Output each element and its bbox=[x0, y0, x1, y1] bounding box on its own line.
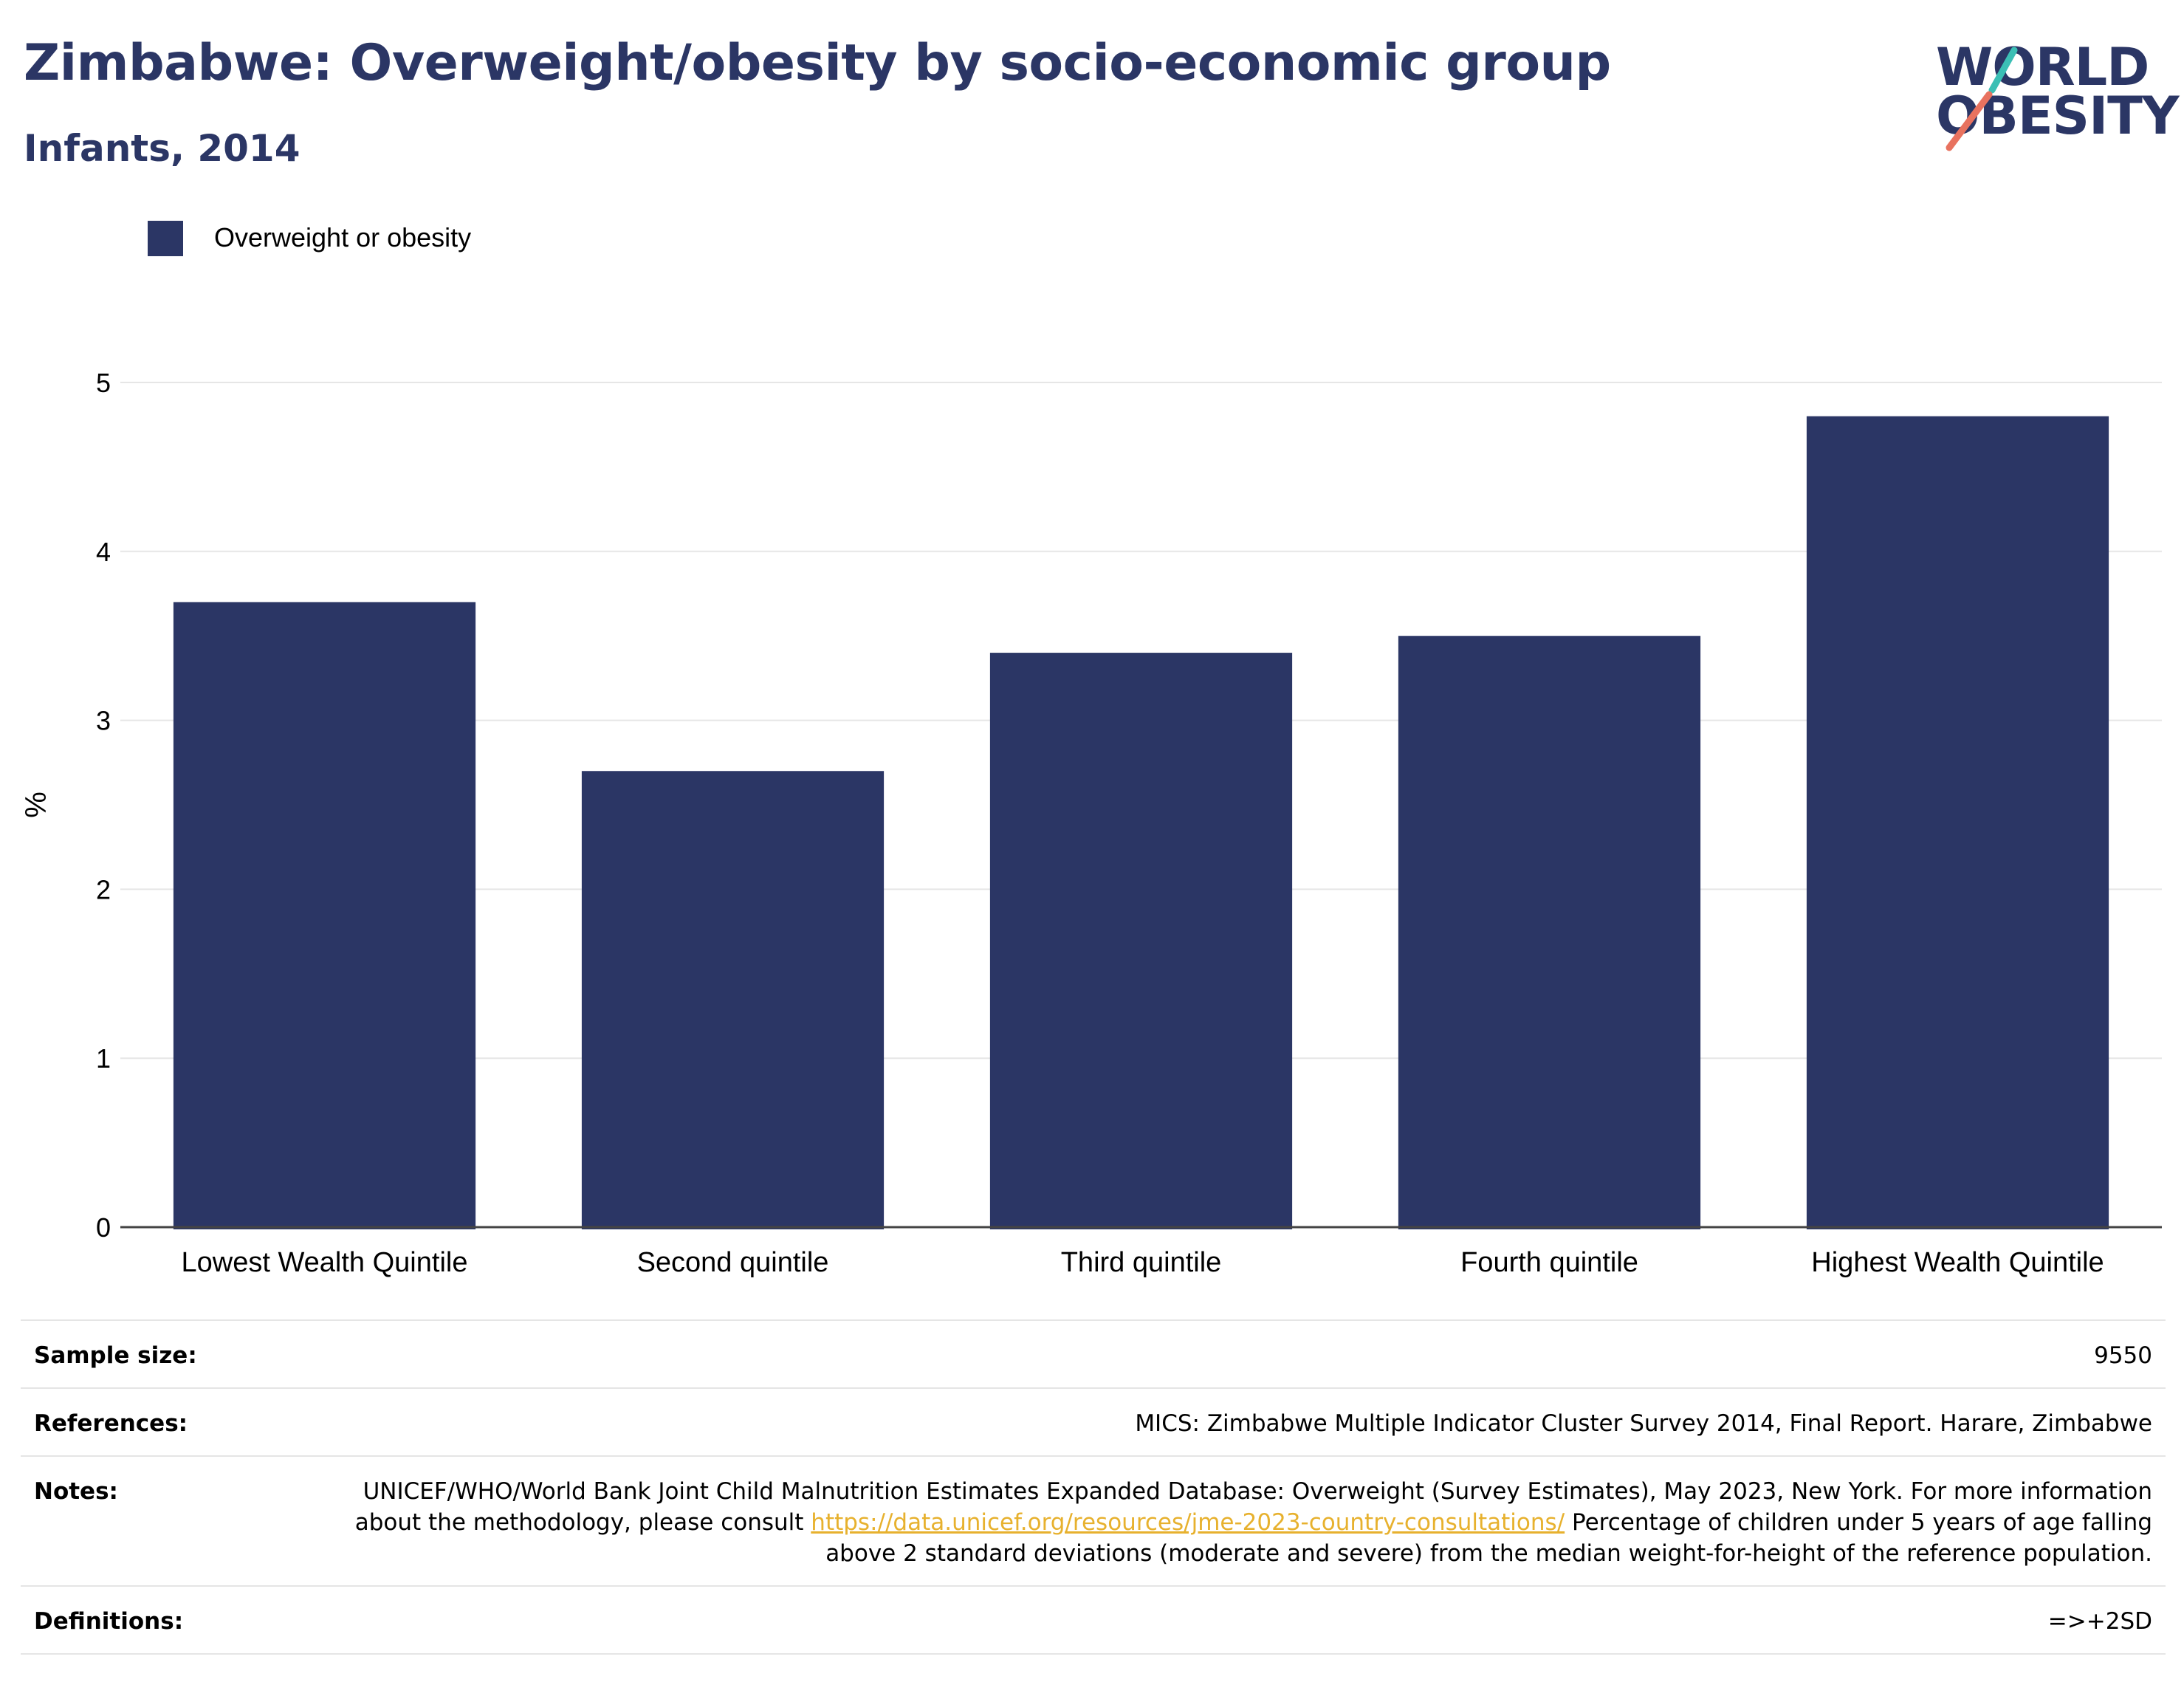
x-tick-label: Lowest Wealth Quintile bbox=[182, 1247, 468, 1278]
y-tick-label: 5 bbox=[96, 368, 111, 398]
info-row-notes: Notes: UNICEF/WHO/World Bank Joint Child… bbox=[21, 1455, 2166, 1585]
definitions-value: =>+2SD bbox=[2047, 1608, 2152, 1635]
y-tick-label: 2 bbox=[96, 874, 111, 904]
y-tick-label: 0 bbox=[96, 1212, 111, 1243]
bar bbox=[1398, 636, 1701, 1229]
bar bbox=[173, 602, 476, 1229]
info-row-sample-size: Sample size: 9550 bbox=[21, 1319, 2166, 1387]
legend-label: Overweight or obesity bbox=[214, 222, 472, 253]
x-tick-label: Second quintile bbox=[637, 1247, 829, 1278]
references-label: References: bbox=[34, 1410, 188, 1437]
bar bbox=[989, 653, 1293, 1229]
chart-title: Zimbabwe: Overweight/obesity by socio-ec… bbox=[24, 34, 1611, 92]
world-obesity-logo: WORLD OBESITY bbox=[1927, 22, 2180, 155]
references-value: MICS: Zimbabwe Multiple Indicator Cluste… bbox=[1135, 1410, 2152, 1437]
logo-slash-icon bbox=[1946, 47, 2018, 151]
legend-swatch bbox=[148, 221, 183, 256]
chart-subtitle: Infants, 2014 bbox=[24, 127, 301, 170]
info-table: Sample size: 9550 References: MICS: Zimb… bbox=[21, 1319, 2166, 1655]
x-tick-label: Highest Wealth Quintile bbox=[1811, 1247, 2104, 1278]
logo-line-1: WORLD bbox=[1936, 37, 2149, 97]
info-row-references: References: MICS: Zimbabwe Multiple Indi… bbox=[21, 1387, 2166, 1455]
y-axis-label: % bbox=[20, 792, 52, 818]
bar bbox=[581, 771, 885, 1229]
definitions-label: Definitions: bbox=[34, 1608, 184, 1635]
notes-methodology-link[interactable]: https://data.unicef.org/resources/jme-20… bbox=[811, 1509, 1565, 1536]
notes-label: Notes: bbox=[34, 1478, 118, 1505]
y-tick-label: 4 bbox=[96, 537, 111, 567]
notes-text-before: UNICEF/WHO/World Bank Joint Child Malnut… bbox=[354, 1478, 2152, 1536]
x-tick-label: Third quintile bbox=[1061, 1247, 1222, 1278]
sample-size-value: 9550 bbox=[2094, 1342, 2152, 1369]
bar-chart: 0 1 2 3 4 5 Lowest Wealth Quintile Second quint… bbox=[20, 368, 2162, 1278]
sample-size-label: Sample size: bbox=[34, 1342, 197, 1369]
x-tick-label: Fourth quintile bbox=[1460, 1247, 1638, 1278]
notes-text-after: Percentage of children under 5 years of … bbox=[825, 1509, 2152, 1567]
y-tick-label: 3 bbox=[96, 706, 111, 736]
info-row-definitions: Definitions: =>+2SD bbox=[21, 1585, 2166, 1655]
bar bbox=[1806, 416, 2109, 1229]
y-tick-label: 1 bbox=[96, 1043, 111, 1074]
notes-value: UNICEF/WHO/World Bank Joint Child Malnut… bbox=[300, 1476, 2152, 1569]
